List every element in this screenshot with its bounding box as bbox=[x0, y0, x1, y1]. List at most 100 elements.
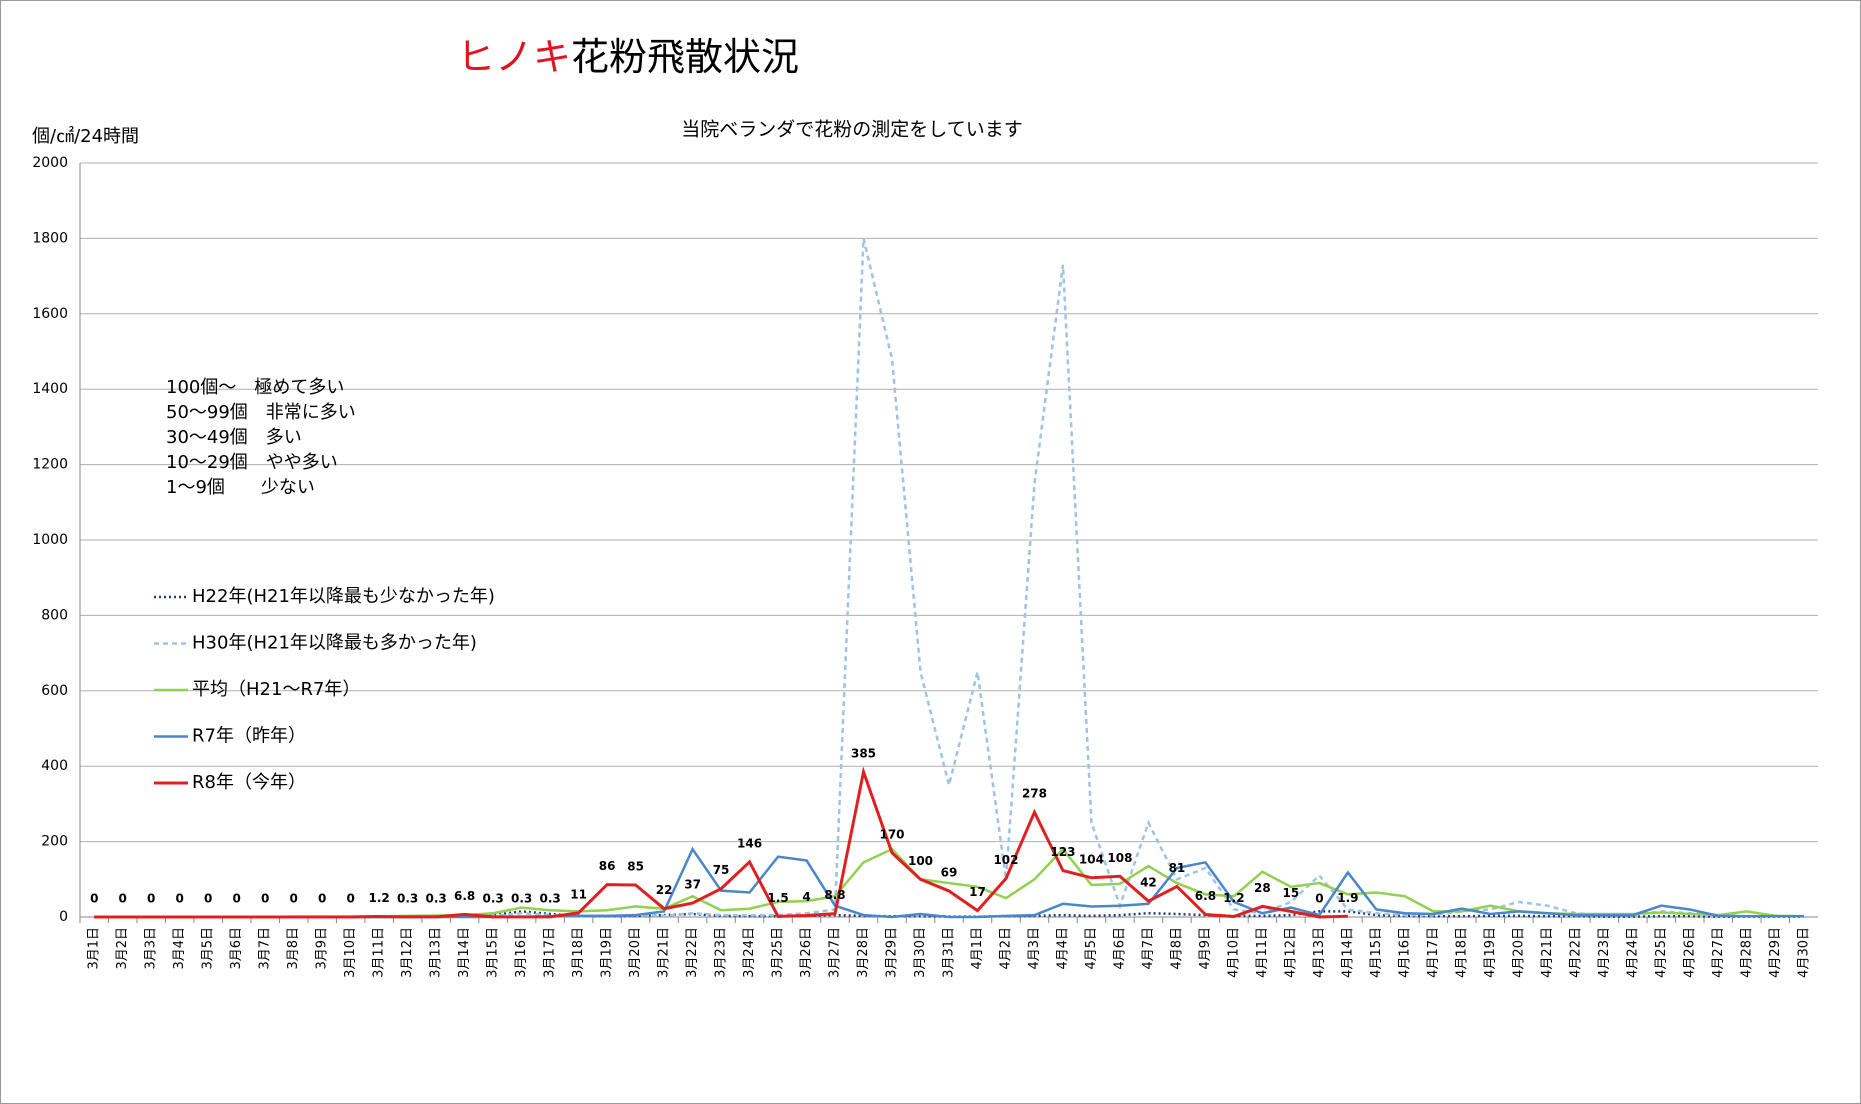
y-tick-label: 1200 bbox=[32, 457, 68, 473]
x-tick-label: 3月29日 bbox=[885, 927, 900, 978]
data-label: 1.5 bbox=[767, 891, 788, 905]
chart-title: ヒノキ花粉飛散状況 bbox=[457, 35, 799, 79]
data-label: 0 bbox=[1315, 892, 1323, 906]
data-label: 0 bbox=[119, 892, 127, 906]
x-tick-label: 3月11日 bbox=[372, 927, 387, 978]
data-label: 17 bbox=[969, 885, 986, 899]
data-label: 8.8 bbox=[824, 888, 845, 902]
series-line bbox=[94, 238, 1804, 919]
x-tick-label: 3月28日 bbox=[856, 927, 871, 978]
x-tick-label: 3月23日 bbox=[714, 927, 729, 978]
x-tick-label: 4月30日 bbox=[1796, 927, 1811, 978]
data-label: 278 bbox=[1022, 787, 1047, 801]
y-tick-label: 400 bbox=[41, 758, 68, 774]
data-label: 37 bbox=[684, 878, 701, 892]
x-tick-label: 4月29日 bbox=[1768, 927, 1783, 978]
y-tick-label: 1400 bbox=[32, 381, 68, 397]
x-tick-label: 3月9日 bbox=[315, 927, 330, 970]
x-tick-label: 3月17日 bbox=[543, 927, 558, 978]
data-label: 4 bbox=[802, 890, 810, 904]
x-tick-label: 3月10日 bbox=[343, 927, 358, 978]
x-tick-label: 3月20日 bbox=[628, 927, 643, 978]
annotation: 1～9個 少ない bbox=[166, 477, 315, 498]
x-tick-label: 3月19日 bbox=[600, 927, 615, 978]
legend-label: 平均（H21～R7年） bbox=[192, 679, 360, 700]
x-tick-label: 4月12日 bbox=[1283, 927, 1298, 978]
y-tick-label: 1800 bbox=[32, 230, 68, 246]
data-label: 6.8 bbox=[454, 889, 475, 903]
x-tick-label: 4月27日 bbox=[1711, 927, 1726, 978]
annotation: 10～29個 やや多い bbox=[166, 452, 338, 473]
data-label: 11 bbox=[570, 887, 587, 901]
data-label: 42 bbox=[1140, 876, 1157, 890]
x-tick-label: 4月21日 bbox=[1540, 927, 1555, 978]
data-label: 104 bbox=[1079, 852, 1104, 866]
x-tick-label: 4月28日 bbox=[1739, 927, 1754, 978]
x-tick-label: 3月18日 bbox=[571, 927, 586, 978]
x-tick-label: 3月21日 bbox=[657, 927, 672, 978]
data-label: 1.2 bbox=[1223, 891, 1244, 905]
annotation: 30～49個 多い bbox=[166, 427, 302, 448]
data-label: 146 bbox=[737, 836, 762, 850]
x-tick-label: 3月15日 bbox=[486, 927, 501, 978]
y-tick-label: 200 bbox=[41, 834, 68, 850]
x-tick-label: 4月19日 bbox=[1483, 927, 1498, 978]
x-tick-label: 4月18日 bbox=[1454, 927, 1469, 978]
x-tick-label: 3月25日 bbox=[771, 927, 786, 978]
x-tick-label: 4月2日 bbox=[998, 927, 1013, 970]
data-label: 0 bbox=[261, 892, 269, 906]
data-label: 0.3 bbox=[426, 891, 447, 905]
x-tick-label: 4月10日 bbox=[1226, 927, 1241, 978]
data-label: 15 bbox=[1283, 886, 1300, 900]
x-tick-label: 4月25日 bbox=[1654, 927, 1669, 978]
legend-label: H30年(H21年以降最も多かった年) bbox=[192, 633, 477, 654]
x-tick-label: 4月4日 bbox=[1055, 927, 1070, 970]
data-label: 0.3 bbox=[511, 891, 532, 905]
data-label: 0 bbox=[204, 892, 212, 906]
annotation: 100個～ 極めて多い bbox=[166, 377, 344, 398]
data-label: 0 bbox=[346, 892, 354, 906]
x-tick-label: 4月6日 bbox=[1112, 927, 1127, 970]
data-label: 108 bbox=[1107, 851, 1132, 865]
x-tick-label: 3月16日 bbox=[514, 927, 529, 978]
y-tick-label: 0 bbox=[59, 909, 68, 925]
x-tick-label: 4月7日 bbox=[1141, 927, 1156, 970]
series-line bbox=[94, 766, 1348, 919]
title-highlight: ヒノキ bbox=[457, 35, 571, 79]
data-label: 69 bbox=[941, 865, 958, 879]
x-tick-label: 3月22日 bbox=[685, 927, 700, 978]
y-tick-label: 1000 bbox=[32, 532, 68, 548]
x-tick-label: 4月24日 bbox=[1625, 927, 1640, 978]
data-label: 28 bbox=[1254, 881, 1271, 895]
x-tick-label: 3月2日 bbox=[115, 927, 130, 970]
legend-label: H22年(H21年以降最も少なかった年) bbox=[192, 586, 495, 607]
data-label: 0 bbox=[233, 892, 241, 906]
x-tick-label: 3月13日 bbox=[429, 927, 444, 978]
x-tick-label: 4月16日 bbox=[1397, 927, 1412, 978]
x-tick-label: 4月22日 bbox=[1568, 927, 1583, 978]
x-tick-label: 3月6日 bbox=[229, 927, 244, 970]
legend-label: R7年（昨年） bbox=[192, 726, 306, 747]
data-label: 0.3 bbox=[482, 891, 503, 905]
data-label: 86 bbox=[599, 859, 616, 873]
x-tick-label: 4月15日 bbox=[1369, 927, 1384, 978]
x-tick-label: 3月4日 bbox=[172, 927, 187, 970]
title-rest: 花粉飛散状況 bbox=[571, 35, 799, 79]
data-label: 85 bbox=[627, 859, 644, 873]
data-label: 0 bbox=[318, 892, 326, 906]
annotation: 50～99個 非常に多い bbox=[166, 402, 356, 423]
x-tick-label: 4月9日 bbox=[1198, 927, 1213, 970]
data-label: 75 bbox=[713, 863, 730, 877]
x-tick-label: 4月26日 bbox=[1682, 927, 1697, 978]
data-label: 0 bbox=[176, 892, 184, 906]
x-tick-label: 4月13日 bbox=[1312, 927, 1327, 978]
data-label: 1.9 bbox=[1337, 891, 1358, 905]
x-tick-label: 3月3日 bbox=[144, 927, 159, 970]
y-tick-label: 2000 bbox=[32, 155, 68, 171]
x-tick-label: 3月7日 bbox=[258, 927, 273, 970]
data-label: 22 bbox=[656, 883, 673, 897]
legend-label: R8年（今年） bbox=[192, 772, 306, 793]
x-tick-label: 3月8日 bbox=[286, 927, 301, 970]
x-tick-label: 4月8日 bbox=[1169, 927, 1184, 970]
